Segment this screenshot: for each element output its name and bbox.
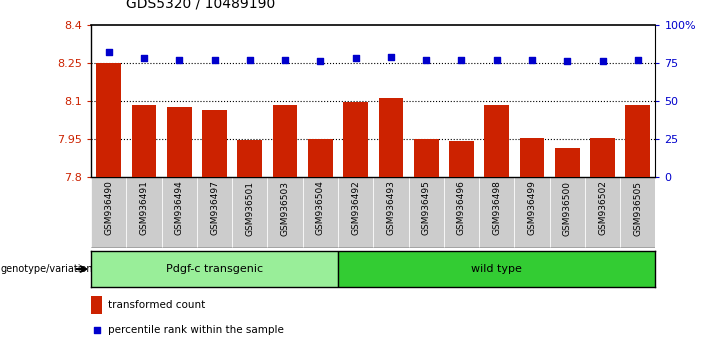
Bar — [590, 138, 615, 177]
Text: GSM936492: GSM936492 — [351, 181, 360, 235]
Bar — [273, 105, 297, 177]
Text: GSM936495: GSM936495 — [422, 181, 430, 235]
Point — [350, 56, 361, 61]
Text: GSM936494: GSM936494 — [175, 181, 184, 235]
FancyBboxPatch shape — [197, 177, 232, 248]
Bar — [414, 139, 439, 177]
Bar — [519, 138, 545, 177]
Point — [280, 57, 291, 63]
Point — [632, 57, 644, 63]
FancyBboxPatch shape — [91, 177, 126, 248]
Text: GSM936501: GSM936501 — [245, 181, 254, 235]
Text: GDS5320 / 10489190: GDS5320 / 10489190 — [126, 0, 275, 11]
Text: transformed count: transformed count — [108, 300, 205, 310]
FancyBboxPatch shape — [550, 177, 585, 248]
FancyBboxPatch shape — [232, 177, 268, 248]
FancyBboxPatch shape — [268, 177, 303, 248]
Text: percentile rank within the sample: percentile rank within the sample — [108, 325, 284, 335]
Point — [386, 54, 397, 59]
Text: GSM936502: GSM936502 — [598, 181, 607, 235]
FancyBboxPatch shape — [479, 177, 515, 248]
Point — [456, 57, 467, 63]
Text: GSM936493: GSM936493 — [386, 181, 395, 235]
Point — [491, 57, 503, 63]
Text: GSM936496: GSM936496 — [457, 181, 466, 235]
Point — [103, 49, 114, 55]
Text: Pdgf-c transgenic: Pdgf-c transgenic — [166, 264, 263, 274]
Text: GSM936500: GSM936500 — [563, 181, 572, 235]
Bar — [202, 110, 227, 177]
Text: GSM936490: GSM936490 — [104, 181, 114, 235]
Text: GSM936497: GSM936497 — [210, 181, 219, 235]
Bar — [167, 107, 191, 177]
FancyBboxPatch shape — [126, 177, 162, 248]
Point — [315, 58, 326, 64]
Point — [597, 58, 608, 64]
Point — [174, 57, 185, 63]
Bar — [484, 105, 509, 177]
Bar — [91, 296, 102, 314]
Point — [138, 56, 149, 61]
Bar — [308, 139, 333, 177]
Text: genotype/variation: genotype/variation — [1, 264, 93, 274]
FancyBboxPatch shape — [515, 177, 550, 248]
FancyBboxPatch shape — [162, 177, 197, 248]
Text: GSM936504: GSM936504 — [316, 181, 325, 235]
Bar — [97, 63, 121, 177]
Bar — [238, 140, 262, 177]
Text: GSM936491: GSM936491 — [139, 181, 149, 235]
Bar — [132, 105, 156, 177]
FancyBboxPatch shape — [374, 177, 409, 248]
Text: GSM936498: GSM936498 — [492, 181, 501, 235]
Bar — [379, 98, 403, 177]
Point — [209, 57, 220, 63]
Point — [421, 57, 432, 63]
FancyBboxPatch shape — [409, 177, 444, 248]
Point — [244, 57, 255, 63]
Point — [91, 327, 102, 333]
Text: wild type: wild type — [471, 264, 522, 274]
FancyBboxPatch shape — [303, 177, 338, 248]
Bar — [343, 102, 368, 177]
FancyBboxPatch shape — [444, 177, 479, 248]
Bar — [555, 148, 580, 177]
Bar — [449, 141, 474, 177]
FancyBboxPatch shape — [338, 177, 374, 248]
Point — [562, 58, 573, 64]
Text: GSM936505: GSM936505 — [633, 181, 642, 235]
Point — [526, 57, 538, 63]
FancyBboxPatch shape — [585, 177, 620, 248]
Text: GSM936503: GSM936503 — [280, 181, 290, 235]
FancyBboxPatch shape — [620, 177, 655, 248]
Bar — [625, 105, 650, 177]
Text: GSM936499: GSM936499 — [527, 181, 536, 235]
